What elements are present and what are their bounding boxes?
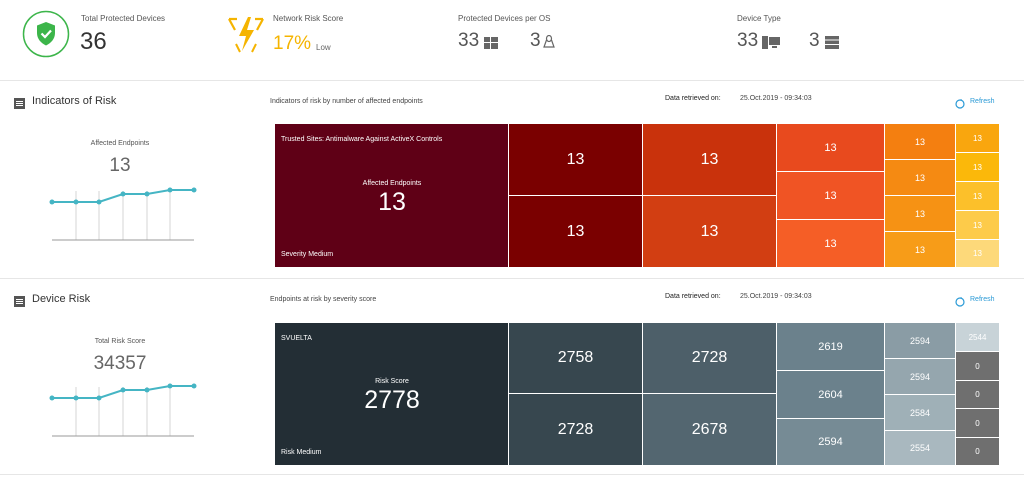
- main-tile[interactable]: Trusted Sites: Antimalware Against Activ…: [275, 124, 509, 268]
- divider: [0, 80, 1024, 81]
- treemap-tile[interactable]: 2758: [509, 323, 643, 394]
- main-tile-name: Trusted Sites: Antimalware Against Activ…: [281, 136, 443, 143]
- main-tile-severity: Risk Medium: [281, 449, 322, 456]
- section-title: Indicators of Risk: [32, 95, 117, 107]
- main-tile-severity: Severity Medium: [281, 251, 334, 258]
- treemap-tile[interactable]: 2594: [885, 323, 956, 359]
- total-protected-value: 36: [80, 28, 107, 55]
- treemap-tile[interactable]: 2728: [509, 394, 643, 466]
- metric-value: 34357: [93, 353, 147, 374]
- metric-value: 13: [109, 155, 131, 176]
- sparkline-chart: [49, 383, 197, 437]
- shield-icon: [22, 10, 70, 58]
- linux-icon: [543, 34, 555, 48]
- treemap-tile[interactable]: 13: [777, 124, 885, 172]
- treemap-tile[interactable]: 13: [885, 196, 956, 232]
- treemap-tile[interactable]: 13: [643, 196, 777, 268]
- devices-per-os-label: Protected Devices per OS: [458, 14, 551, 23]
- refresh-icon[interactable]: [955, 294, 965, 307]
- treemap-tile[interactable]: 13: [956, 240, 1000, 268]
- treemap: Trusted Sites: Antimalware Against Activ…: [275, 124, 1000, 268]
- section-subtitle: Indicators of risk by number of affected…: [270, 98, 423, 105]
- retrieved-label: Data retrieved on:: [665, 293, 721, 300]
- metric-label: Affected Endpoints: [90, 140, 150, 147]
- device-risk-section: Device Risk Endpoints at risk by severit…: [0, 279, 1024, 478]
- linux-count: 3: [530, 30, 541, 51]
- treemap-tile[interactable]: 13: [643, 124, 777, 196]
- refresh-button[interactable]: Refresh: [970, 296, 995, 303]
- retrieved-value: 25.Oct.2019 - 09:34:03: [740, 95, 812, 102]
- treemap-tile[interactable]: 0: [956, 438, 1000, 466]
- main-tile-name: SVUELTA: [281, 335, 312, 342]
- main-tile-value: 2778: [364, 386, 420, 414]
- divider: [0, 278, 1024, 279]
- device-type-label: Device Type: [737, 14, 781, 23]
- treemap-tile[interactable]: 2554: [885, 431, 956, 466]
- workstation-icon: [762, 36, 780, 49]
- list-icon: [14, 96, 25, 109]
- workstation-count: 33: [737, 30, 759, 51]
- lightning-icon: [226, 14, 266, 54]
- treemap-tile[interactable]: 2678: [643, 394, 777, 466]
- server-count: 3: [809, 30, 820, 51]
- treemap-tile[interactable]: 2604: [777, 371, 885, 419]
- windows-count: 33: [458, 30, 480, 51]
- metric-label: Total Risk Score: [94, 338, 146, 345]
- treemap-tile[interactable]: 13: [885, 124, 956, 160]
- windows-icon: [484, 36, 498, 49]
- treemap-tile[interactable]: 13: [885, 232, 956, 268]
- main-tile-value: 13: [378, 188, 406, 216]
- total-protected-label: Total Protected Devices: [81, 14, 166, 23]
- refresh-button[interactable]: Refresh: [970, 98, 995, 105]
- treemap-tile[interactable]: 2594: [885, 359, 956, 395]
- divider: [0, 474, 1024, 475]
- list-icon: [14, 294, 25, 307]
- treemap-tile[interactable]: 0: [956, 381, 1000, 409]
- retrieved-value: 25.Oct.2019 - 09:34:03: [740, 293, 812, 300]
- section-title: Device Risk: [32, 293, 91, 305]
- main-tile[interactable]: SVUELTA Risk Score 2778 Risk Medium: [275, 323, 509, 466]
- treemap-tile[interactable]: 2544: [956, 323, 1000, 352]
- treemap-tile[interactable]: 0: [956, 409, 1000, 438]
- retrieved-label: Data retrieved on:: [665, 95, 721, 102]
- server-icon: [825, 36, 839, 49]
- section-subtitle: Endpoints at risk by severity score: [270, 296, 377, 303]
- treemap-tile[interactable]: 13: [956, 124, 1000, 153]
- main-tile-caption: Affected Endpoints: [362, 180, 422, 187]
- sparkline-chart: [49, 187, 197, 241]
- network-risk-level: Low: [316, 43, 331, 52]
- treemap-tile[interactable]: 0: [956, 352, 1000, 381]
- treemap-tile[interactable]: 2594: [777, 419, 885, 466]
- summary-bar: Total Protected Devices 36 Network Risk …: [0, 0, 1024, 78]
- treemap-tile[interactable]: 2728: [643, 323, 777, 394]
- treemap-tile[interactable]: 2584: [885, 395, 956, 431]
- main-tile-caption: Risk Score: [375, 378, 409, 385]
- refresh-icon[interactable]: [955, 96, 965, 109]
- treemap-tile[interactable]: 13: [777, 172, 885, 220]
- network-risk-label: Network Risk Score: [273, 14, 344, 23]
- treemap: SVUELTA Risk Score 2778 Risk Medium 2758…: [275, 323, 1000, 466]
- treemap-tile[interactable]: 13: [956, 182, 1000, 211]
- treemap-tile[interactable]: 13: [509, 124, 643, 196]
- treemap-tile[interactable]: 13: [956, 153, 1000, 182]
- treemap-tile[interactable]: 13: [777, 220, 885, 268]
- treemap-tile[interactable]: 13: [509, 196, 643, 268]
- treemap-tile[interactable]: 13: [956, 211, 1000, 240]
- treemap-tile[interactable]: 13: [885, 160, 956, 196]
- network-risk-value: 17%: [273, 33, 312, 54]
- treemap-tile[interactable]: 2619: [777, 323, 885, 371]
- indicators-section: Indicators of Risk Indicators of risk by…: [0, 81, 1024, 278]
